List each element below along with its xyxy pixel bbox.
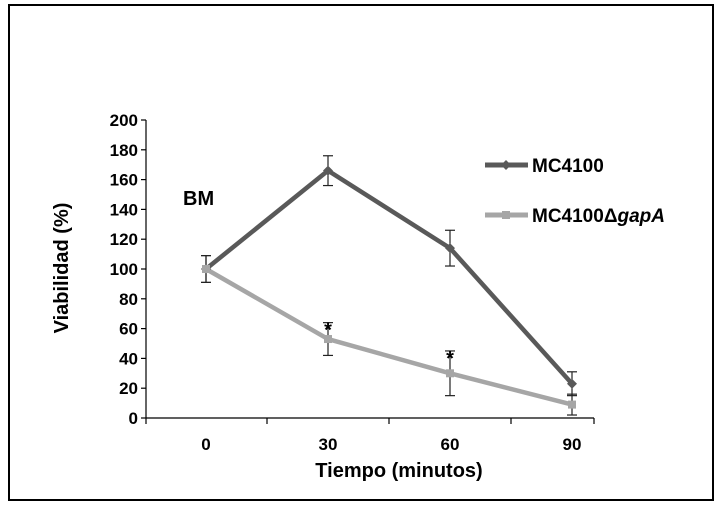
y-axis-title: Viabilidad (%) xyxy=(51,203,73,334)
y-tick-label-20: 20 xyxy=(119,379,138,398)
y-tick-label-40: 40 xyxy=(119,349,138,368)
point-mc4100-1 xyxy=(323,165,333,176)
legend-label-mc4100-gapa: MC4100ΔgapA xyxy=(532,206,665,227)
y-tick-labels: 0 20 40 60 80 100 120 140 160 180 200 xyxy=(110,111,138,428)
y-tick-label-80: 80 xyxy=(119,290,138,309)
legend-label-prefix: MC4100Δ xyxy=(532,206,617,227)
y-tick-label-200: 200 xyxy=(110,111,138,130)
x-tick-label-0: 0 xyxy=(201,435,210,454)
x-tick-label-60: 60 xyxy=(441,435,460,454)
significance-star-1: * xyxy=(324,320,332,342)
y-tick-label-160: 160 xyxy=(110,171,138,190)
legend-label-italic: gapA xyxy=(616,206,665,227)
point-mc4100-gapa-1 xyxy=(324,335,332,344)
x-axis-title: Tiempo (minutos) xyxy=(315,460,482,482)
x-tick-label-30: 30 xyxy=(319,435,338,454)
legend-marker-mc4100-gapa xyxy=(502,211,510,219)
x-tick-label-90: 90 xyxy=(563,435,582,454)
point-mc4100-gapa-0 xyxy=(202,265,210,273)
significance-star-2: * xyxy=(446,348,454,370)
y-tick-label-60: 60 xyxy=(119,320,138,339)
legend-marker-mc4100 xyxy=(501,160,511,170)
error-bars xyxy=(201,155,577,416)
y-tick-label-100: 100 xyxy=(110,260,138,279)
y-tick-label-180: 180 xyxy=(110,141,138,160)
y-tick-label-0: 0 xyxy=(129,409,138,428)
point-mc4100-2 xyxy=(445,243,455,254)
series-markers xyxy=(201,165,577,409)
point-mc4100-gapa-2 xyxy=(446,369,454,378)
series-line-mc4100 xyxy=(204,168,574,386)
legend-label-mc4100: MC4100 xyxy=(532,156,604,177)
annotation-bm: BM xyxy=(183,188,214,210)
legend: MC4100 MC4100ΔgapA xyxy=(485,156,665,227)
point-mc4100-gapa-3 xyxy=(568,400,576,409)
point-mc4100-3 xyxy=(567,378,577,389)
axes xyxy=(141,119,595,424)
y-tick-label-120: 120 xyxy=(110,230,138,249)
series-line-mc4100-gapa xyxy=(204,267,573,407)
significance-markers: ** xyxy=(324,320,454,370)
series-lines xyxy=(204,168,574,407)
y-tick-label-140: 140 xyxy=(110,200,138,219)
x-tick-labels: 0 30 60 90 xyxy=(201,435,581,454)
